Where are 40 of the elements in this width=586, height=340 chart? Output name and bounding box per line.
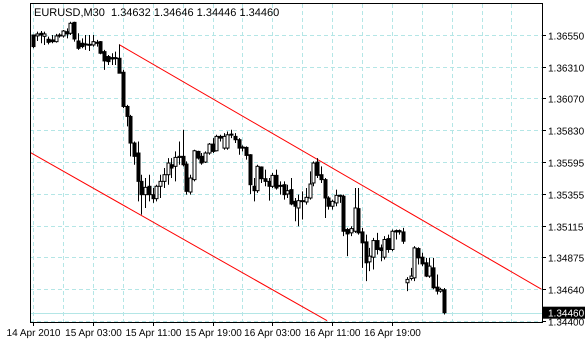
x-tick-label: 16 Apr 19:00: [364, 328, 422, 339]
y-tick-label: 1.35355: [548, 190, 585, 202]
candlestick: [382, 236, 386, 260]
y-tick-label: 1.36310: [548, 64, 585, 74]
candlestick: [88, 34, 92, 52]
x-tick-label: 15 Apr 11:00: [126, 328, 182, 339]
chart-title: EURUSD,M30 1.34632 1.34646 1.34446 1.34460: [34, 7, 280, 19]
y-tick-label: 1.34875: [548, 254, 585, 264]
x-tick-label: 14 Apr 2010: [6, 328, 61, 339]
y-tick-label: 1.35115: [548, 222, 584, 234]
x-tick-label: 15 Apr 19:00: [185, 328, 242, 339]
candlestick: [200, 152, 204, 166]
candlestick: [334, 189, 338, 207]
x-tick-label: 15 Apr 03:00: [65, 328, 122, 339]
candlestick: [300, 190, 304, 220]
candlestick: [296, 194, 300, 227]
candlestick: [68, 21, 72, 36]
candlestick: [402, 227, 406, 244]
y-tick-label: 1.36550: [548, 32, 585, 42]
candlestick: [84, 34, 88, 50]
candlestick: [226, 130, 230, 150]
ref-line-label: 1.34460: [548, 308, 585, 320]
x-tick-label: 16 Apr 11:00: [304, 328, 361, 339]
candlestick: [214, 134, 218, 152]
candlestick: [390, 229, 394, 252]
x-tick-label: 16 Apr 03:00: [244, 328, 302, 339]
candlestick: [42, 31, 46, 46]
candlestick: [372, 237, 376, 270]
y-tick-label: 1.35595: [548, 158, 585, 170]
candlestick: [92, 34, 96, 48]
y-tick-label: 1.34400: [548, 318, 585, 328]
y-tick-label: 1.36070: [548, 94, 585, 106]
candlestick: [166, 158, 170, 186]
y-tick-label: 1.35830: [548, 126, 585, 138]
candlestick: [274, 169, 278, 190]
candlestick: [282, 180, 286, 200]
candlestick: [144, 178, 148, 208]
y-tick-label: 1.34640: [548, 286, 585, 296]
candlestick: [442, 287, 446, 316]
candlestick: [110, 52, 114, 66]
